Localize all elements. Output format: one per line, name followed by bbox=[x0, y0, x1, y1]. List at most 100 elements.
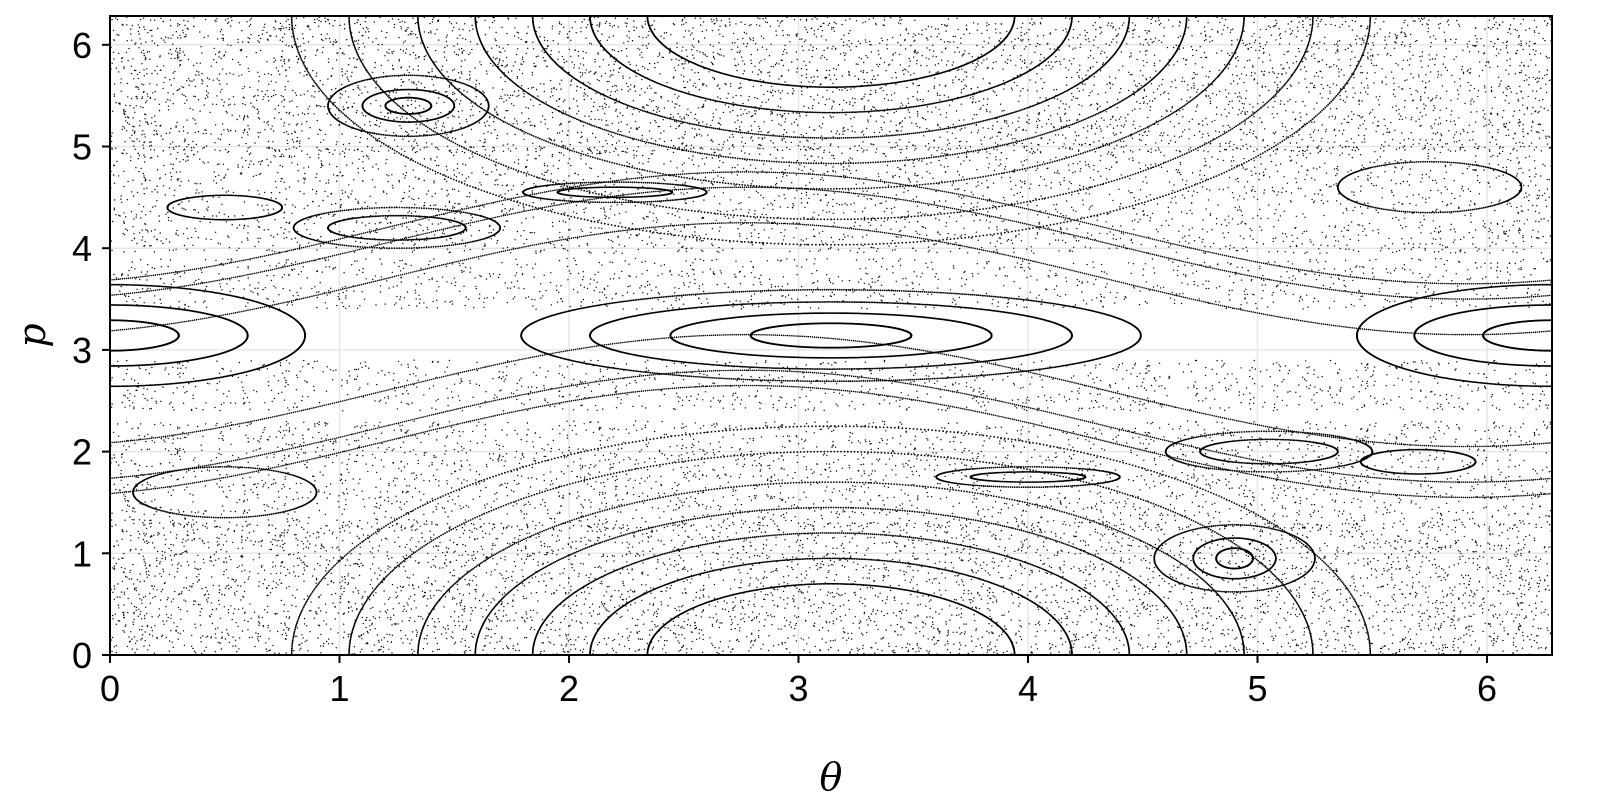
orbit-point bbox=[936, 487, 938, 489]
orbit-point bbox=[651, 556, 653, 558]
orbit-point bbox=[736, 183, 738, 185]
orbit-point bbox=[955, 489, 957, 491]
orbit-point bbox=[1027, 107, 1029, 109]
orbit-point bbox=[834, 137, 836, 139]
orbit-point bbox=[863, 136, 865, 138]
orbit-point bbox=[1044, 163, 1046, 165]
orbit-point bbox=[1052, 508, 1054, 510]
orbit-point bbox=[952, 180, 954, 182]
orbit-point bbox=[726, 130, 728, 132]
orbit-point bbox=[674, 522, 676, 524]
orbit-point bbox=[875, 559, 877, 561]
orbit-point bbox=[876, 187, 878, 189]
orbit-point bbox=[686, 177, 688, 179]
orbit-point bbox=[679, 120, 681, 122]
orbit-point bbox=[872, 508, 874, 510]
orbit-point bbox=[763, 509, 765, 511]
orbit-point bbox=[908, 107, 910, 109]
orbit-point bbox=[599, 158, 601, 160]
orbit-point bbox=[749, 511, 751, 513]
orbit-point bbox=[892, 561, 894, 563]
orbit-point bbox=[839, 558, 841, 560]
orbit-point bbox=[1154, 547, 1156, 549]
orbit-point bbox=[811, 532, 813, 534]
orbit-point bbox=[778, 560, 780, 562]
orbit-point bbox=[955, 98, 957, 100]
orbit-point bbox=[640, 109, 642, 111]
orbit-point bbox=[649, 499, 651, 501]
orbit-point bbox=[776, 534, 778, 536]
orbit-point bbox=[1135, 132, 1137, 134]
orbit-point bbox=[902, 484, 904, 486]
orbit-point bbox=[744, 511, 746, 513]
orbit-point bbox=[1082, 517, 1084, 519]
orbit-point bbox=[849, 111, 851, 113]
orbit-point bbox=[833, 163, 835, 165]
orbit-point bbox=[870, 162, 872, 164]
orbit-point bbox=[625, 136, 627, 138]
orbit-point bbox=[832, 112, 834, 114]
orbit-point bbox=[1071, 156, 1073, 158]
orbit-point bbox=[820, 558, 822, 560]
orbit-point bbox=[659, 525, 661, 527]
orbit-point bbox=[938, 514, 940, 516]
orbit-point bbox=[472, 102, 474, 104]
orbit-point bbox=[938, 487, 940, 489]
orbit-point bbox=[621, 164, 623, 166]
orbit-point bbox=[594, 512, 596, 514]
orbit-point bbox=[944, 128, 946, 130]
orbit-point bbox=[748, 537, 750, 539]
orbit-point bbox=[505, 122, 507, 124]
orbit-point bbox=[556, 560, 558, 562]
orbit-point bbox=[1073, 514, 1075, 516]
orbit-point bbox=[1176, 559, 1178, 561]
orbit-point bbox=[1039, 164, 1041, 166]
orbit-point bbox=[1029, 532, 1031, 534]
orbit-point bbox=[914, 132, 916, 134]
orbit-point bbox=[562, 147, 564, 149]
orbit-point bbox=[795, 507, 797, 509]
orbit-point bbox=[940, 129, 942, 131]
orbit-point bbox=[815, 507, 817, 509]
orbit-point bbox=[1191, 570, 1193, 572]
orbit-point bbox=[1014, 141, 1016, 143]
orbit-point bbox=[527, 537, 529, 539]
orbit-point bbox=[947, 154, 949, 156]
orbit-point bbox=[993, 523, 995, 525]
orbit-point bbox=[1002, 525, 1004, 527]
orbit-point bbox=[1184, 105, 1186, 107]
orbit-point bbox=[1169, 114, 1171, 116]
orbit-point bbox=[1177, 109, 1179, 111]
orbit-point bbox=[802, 111, 804, 113]
orbit-point bbox=[1075, 122, 1077, 124]
orbit-point bbox=[1119, 139, 1121, 141]
orbit-point bbox=[824, 188, 826, 190]
orbit-point bbox=[592, 156, 594, 158]
orbit-point bbox=[659, 144, 661, 146]
orbit-point bbox=[747, 185, 749, 187]
orbit-point bbox=[483, 560, 485, 562]
orbit-point bbox=[721, 101, 723, 103]
orbit-point bbox=[870, 187, 872, 189]
orbit-point bbox=[946, 128, 948, 130]
orbit-point bbox=[954, 516, 956, 518]
orbit-point bbox=[1028, 563, 1030, 565]
orbit-point bbox=[716, 128, 718, 130]
orbit-point bbox=[996, 496, 998, 498]
orbit-point bbox=[773, 483, 775, 485]
orbit-point bbox=[970, 151, 972, 153]
orbit-point bbox=[1115, 566, 1117, 568]
orbit-point bbox=[649, 171, 651, 173]
orbit-point bbox=[639, 168, 641, 170]
orbit-point bbox=[798, 162, 800, 164]
orbit-point bbox=[756, 159, 758, 161]
orbit-point bbox=[890, 186, 892, 188]
orbit-point bbox=[720, 514, 722, 516]
orbit-point bbox=[585, 547, 587, 549]
orbit-point bbox=[1106, 561, 1108, 563]
orbit-point bbox=[952, 127, 954, 129]
orbit-point bbox=[734, 539, 736, 541]
orbit-point bbox=[1104, 560, 1106, 562]
orbit-point bbox=[976, 548, 978, 550]
orbit-point bbox=[993, 174, 995, 176]
